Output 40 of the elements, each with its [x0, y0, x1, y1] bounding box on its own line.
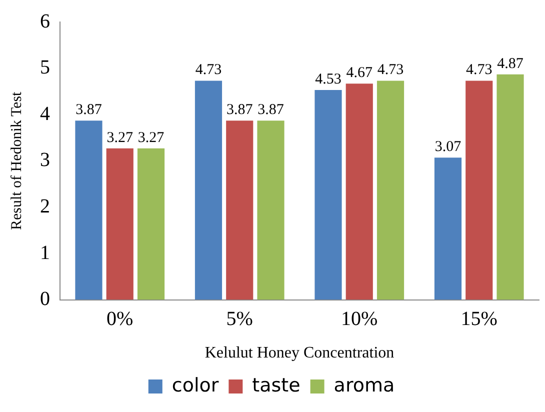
x-tick-label: 15%: [460, 308, 498, 330]
y-tick-label: 5: [40, 56, 50, 79]
bar: [194, 80, 222, 300]
y-tick-label: 2: [40, 195, 50, 218]
bar: [314, 90, 342, 300]
data-label: 3.07: [434, 139, 462, 156]
bar: [257, 120, 284, 300]
bar: [106, 148, 134, 300]
bar: [434, 158, 462, 300]
y-tick-label: 3: [40, 149, 50, 172]
data-label: 4.73: [377, 62, 404, 78]
y-tick-label: 1: [40, 242, 50, 264]
legend-label: aroma: [334, 374, 395, 396]
bar: [346, 84, 373, 300]
data-label: 3.87: [258, 102, 284, 118]
data-label: 4.53: [315, 72, 342, 88]
bar: [496, 74, 524, 300]
data-label: 4.67: [346, 65, 373, 82]
y-tick-label: 4: [40, 102, 50, 125]
data-label: 3.87: [76, 102, 102, 118]
x-tick-label: 0%: [106, 308, 134, 330]
data-label: 3.87: [226, 102, 254, 118]
data-label: 4.87: [497, 56, 524, 72]
y-tick-label: 6: [40, 10, 50, 32]
bar: [466, 80, 493, 300]
data-label: 4.73: [195, 62, 222, 78]
bar: [376, 80, 404, 300]
data-label: 3.27: [106, 130, 134, 146]
legend-label: taste: [252, 374, 300, 396]
x-tick-label: 10%: [341, 308, 378, 330]
y-tick-label: 0: [40, 288, 50, 310]
bar: [75, 120, 102, 300]
x-tick-label: 5%: [226, 308, 253, 330]
y-axis-title: Result of Hedonik Test: [8, 90, 25, 230]
data-label: 3.27: [138, 130, 165, 146]
legend-label: color: [172, 374, 219, 396]
bar: [137, 148, 165, 300]
data-label: 4.73: [466, 62, 492, 78]
x-axis-title: Kelulut Honey Concentration: [204, 344, 394, 362]
bar: [226, 120, 254, 300]
